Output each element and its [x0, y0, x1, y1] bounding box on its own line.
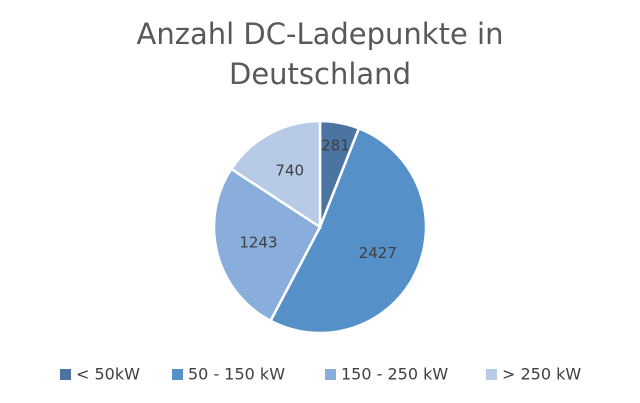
legend-swatch [325, 369, 336, 380]
chart-title: Anzahl DC-Ladepunkte in Deutschland [136, 17, 504, 91]
legend-label: 150 - 250 kW [341, 365, 448, 384]
legend-swatch [172, 369, 183, 380]
legend-label: > 250 kW [502, 365, 581, 384]
data-label: 740 [275, 162, 304, 180]
data-label: 2427 [359, 244, 397, 262]
legend-swatch [60, 369, 71, 380]
pie-slice [212, 167, 322, 323]
legend-swatch [486, 369, 497, 380]
pie-slice [229, 119, 322, 230]
pie-slice [268, 126, 428, 335]
legend-label: 50 - 150 kW [188, 365, 285, 384]
data-label: 281 [321, 136, 350, 154]
legend-label: < 50kW [76, 365, 140, 384]
data-label: 1243 [239, 233, 277, 251]
